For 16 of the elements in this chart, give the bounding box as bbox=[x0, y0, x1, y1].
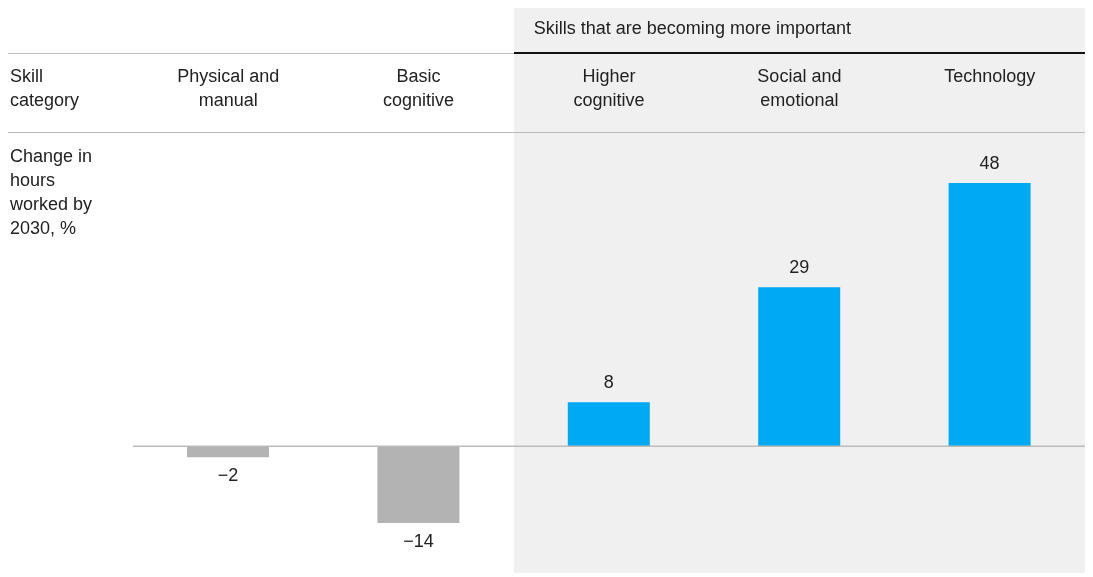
band-label: Skills that are becoming more important bbox=[533, 17, 851, 40]
data-label: 8 bbox=[603, 372, 614, 393]
bar bbox=[948, 183, 1031, 447]
x-tick-label: Physical and manual bbox=[176, 65, 281, 112]
x-tick-label: Basic cognitive bbox=[382, 65, 456, 112]
bar bbox=[758, 287, 841, 447]
x-axis-title: Skill category bbox=[10, 65, 81, 112]
x-tick-label: Social and emotional bbox=[756, 65, 843, 112]
data-label: −14 bbox=[403, 531, 434, 551]
data-label: 29 bbox=[789, 257, 810, 278]
data-label: 48 bbox=[979, 153, 1000, 173]
bar bbox=[567, 402, 650, 447]
x-tick-label: Technology bbox=[943, 65, 1037, 88]
data-label: −2 bbox=[217, 465, 239, 486]
y-axis-title: Change in hours worked by 2030, % bbox=[10, 145, 94, 240]
x-tick-label: Higher cognitive bbox=[572, 65, 646, 112]
